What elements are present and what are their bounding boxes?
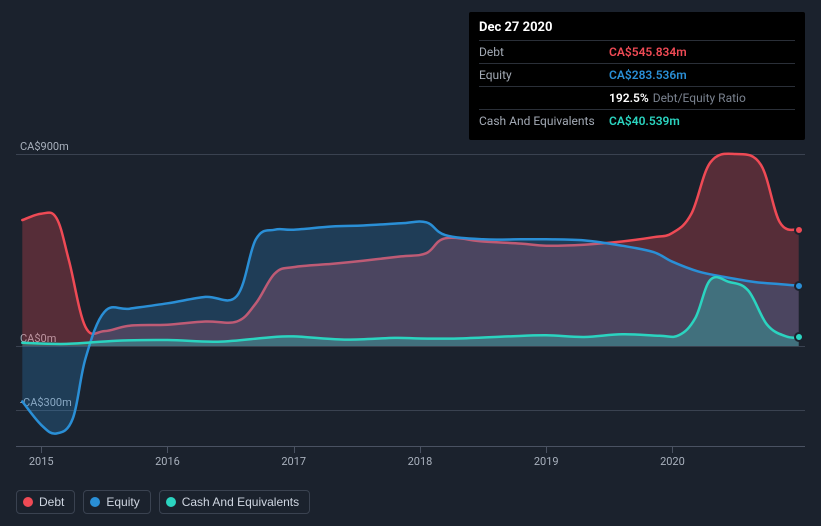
- x-tick: [167, 447, 168, 453]
- legend-dot-icon: [90, 497, 100, 507]
- legend-item-cash-and-equivalents[interactable]: Cash And Equivalents: [159, 490, 310, 514]
- tooltip-row-value: CA$283.536m: [609, 66, 795, 84]
- x-axis-label: 2018: [408, 455, 433, 468]
- x-axis-label: 2015: [29, 455, 54, 468]
- legend-label: Debt: [39, 495, 64, 509]
- x-tick: [420, 447, 421, 453]
- x-axis-label: 2019: [534, 455, 559, 468]
- x-tick: [672, 447, 673, 453]
- tooltip-row: EquityCA$283.536m: [479, 63, 795, 86]
- chart-container: Dec 27 2020 DebtCA$545.834mEquityCA$283.…: [0, 0, 821, 526]
- legend-item-equity[interactable]: Equity: [83, 490, 150, 514]
- chart-tooltip: Dec 27 2020 DebtCA$545.834mEquityCA$283.…: [469, 12, 805, 140]
- x-tick: [546, 447, 547, 453]
- tooltip-row-label: Debt: [479, 43, 609, 61]
- tooltip-row-value: CA$545.834m: [609, 43, 795, 61]
- x-tick: [294, 447, 295, 453]
- legend-dot-icon: [23, 497, 33, 507]
- x-tick: [41, 447, 42, 453]
- series-end-dot-debt: [794, 225, 804, 235]
- chart-plot-area: CA$900mCA$0m-CA$300m: [16, 122, 805, 442]
- legend-dot-icon: [166, 497, 176, 507]
- x-axis-label: 2020: [660, 455, 685, 468]
- legend-item-debt[interactable]: Debt: [16, 490, 75, 514]
- tooltip-row: 192.5%Debt/Equity Ratio: [479, 86, 795, 109]
- tooltip-row-suffix: Debt/Equity Ratio: [653, 91, 746, 105]
- chart-svg: [16, 122, 805, 442]
- x-axis-label: 2016: [155, 455, 180, 468]
- tooltip-row-label: Equity: [479, 66, 609, 84]
- series-end-dot-equity: [794, 281, 804, 291]
- series-end-dot-cash-and-equivalents: [794, 332, 804, 342]
- legend-label: Equity: [106, 495, 139, 509]
- chart-legend: Debt Equity Cash And Equivalents: [16, 490, 310, 514]
- tooltip-row: DebtCA$545.834m: [479, 40, 795, 63]
- x-axis-label: 2017: [281, 455, 306, 468]
- x-axis: 2015 2016 2017 2018 2019 2020: [16, 446, 805, 476]
- tooltip-date: Dec 27 2020: [479, 18, 795, 38]
- tooltip-row-value: 192.5%Debt/Equity Ratio: [609, 89, 795, 107]
- legend-label: Cash And Equivalents: [182, 495, 299, 509]
- tooltip-row-label: [479, 89, 609, 107]
